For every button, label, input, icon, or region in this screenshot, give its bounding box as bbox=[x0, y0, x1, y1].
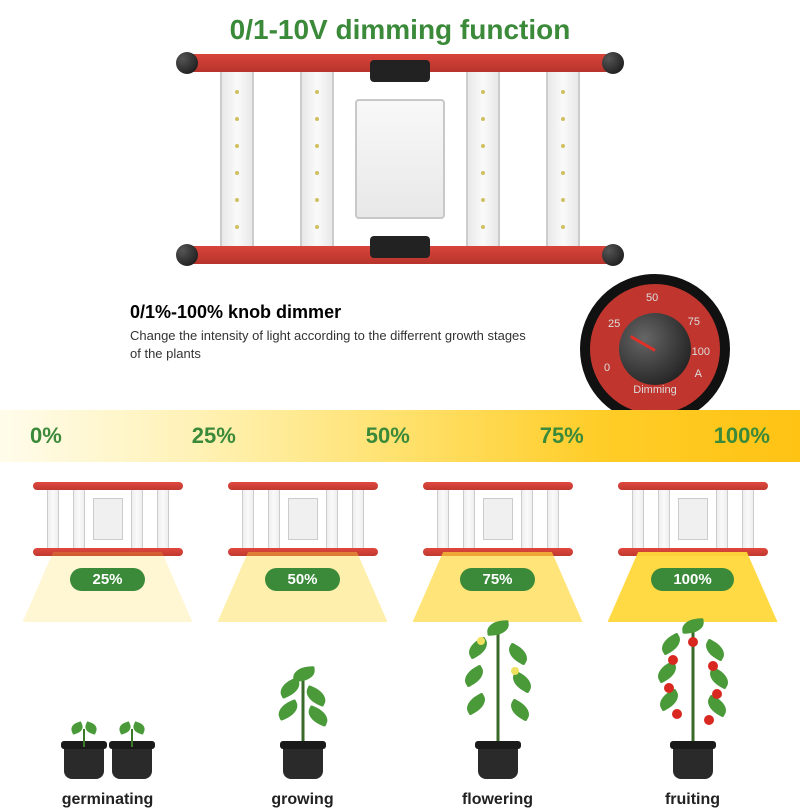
led-bar bbox=[220, 72, 254, 246]
pot-icon bbox=[673, 745, 713, 779]
gradient-pct: 25% bbox=[192, 423, 236, 449]
stage-label: flowering bbox=[462, 791, 533, 809]
plant-fruiting bbox=[613, 629, 773, 779]
dial-ring-icon: 0 25 50 75 100 A Dimming bbox=[580, 274, 730, 424]
rail-cap-icon bbox=[176, 244, 198, 266]
mini-light-icon bbox=[423, 482, 573, 556]
hub-top-icon bbox=[370, 60, 430, 82]
stage-flowering: 75% flowering bbox=[408, 482, 588, 809]
dimmer-dial: 0 25 50 75 100 A Dimming bbox=[580, 274, 730, 424]
gradient-pct: 100% bbox=[714, 423, 770, 449]
hero-fixture bbox=[0, 54, 800, 294]
stage-pct-pill: 50% bbox=[265, 568, 339, 591]
dial-mark: 100 bbox=[692, 346, 710, 358]
stage-pct-pill: 75% bbox=[460, 568, 534, 591]
stage-growing: 50% growing bbox=[213, 482, 393, 809]
stage-germinating: 25% germinating bbox=[18, 482, 198, 809]
plant-growing bbox=[223, 629, 383, 779]
pot-icon bbox=[64, 745, 104, 779]
pot-icon bbox=[112, 745, 152, 779]
hub-bottom-icon bbox=[370, 236, 430, 258]
mini-light-icon bbox=[33, 482, 183, 556]
dial-mark: 0 bbox=[604, 362, 610, 374]
led-bar bbox=[546, 72, 580, 246]
gradient-pct: 0% bbox=[30, 423, 62, 449]
stage-pct-pill: 25% bbox=[70, 568, 144, 591]
stage-label: germinating bbox=[62, 791, 154, 809]
driver-box bbox=[355, 99, 445, 219]
pot-icon bbox=[283, 745, 323, 779]
rail-cap-icon bbox=[602, 244, 624, 266]
stage-pct-pill: 100% bbox=[651, 568, 733, 591]
led-bar bbox=[300, 72, 334, 246]
knob-text: 0/1%-100% knob dimmer Change the intensi… bbox=[130, 302, 530, 362]
knob-description: Change the intensity of light according … bbox=[130, 327, 530, 362]
dial-mark: 50 bbox=[646, 292, 658, 304]
gradient-pct: 50% bbox=[366, 423, 410, 449]
led-bar bbox=[466, 72, 500, 246]
stage-label: fruiting bbox=[665, 791, 720, 809]
knob-subtitle: 0/1%-100% knob dimmer bbox=[130, 302, 530, 323]
stages-row: 25% germinating 50% bbox=[0, 482, 800, 809]
gradient-pct: 75% bbox=[540, 423, 584, 449]
knob-section: 0/1%-100% knob dimmer Change the intensi… bbox=[0, 294, 800, 404]
dial-mark: 25 bbox=[608, 318, 620, 330]
dial-label: Dimming bbox=[590, 384, 720, 396]
dial-needle-icon bbox=[630, 335, 656, 352]
page-title: 0/1-10V dimming function bbox=[0, 0, 800, 46]
mini-light-icon bbox=[228, 482, 378, 556]
pot-icon bbox=[478, 745, 518, 779]
dial-mark: A bbox=[695, 368, 702, 380]
stage-label: growing bbox=[271, 791, 333, 809]
mini-light-icon bbox=[618, 482, 768, 556]
rail-cap-icon bbox=[176, 52, 198, 74]
rail-cap-icon bbox=[602, 52, 624, 74]
intensity-gradient: 0% 25% 50% 75% 100% bbox=[0, 410, 800, 462]
dial-mark: 75 bbox=[688, 316, 700, 328]
title-text: 0/1-10V dimming function bbox=[230, 14, 571, 45]
grow-light-main bbox=[180, 54, 620, 264]
dial-face-icon bbox=[619, 313, 691, 385]
plant-germinating bbox=[28, 629, 188, 779]
plant-flowering bbox=[418, 629, 578, 779]
stage-fruiting: 100% bbox=[603, 482, 783, 809]
